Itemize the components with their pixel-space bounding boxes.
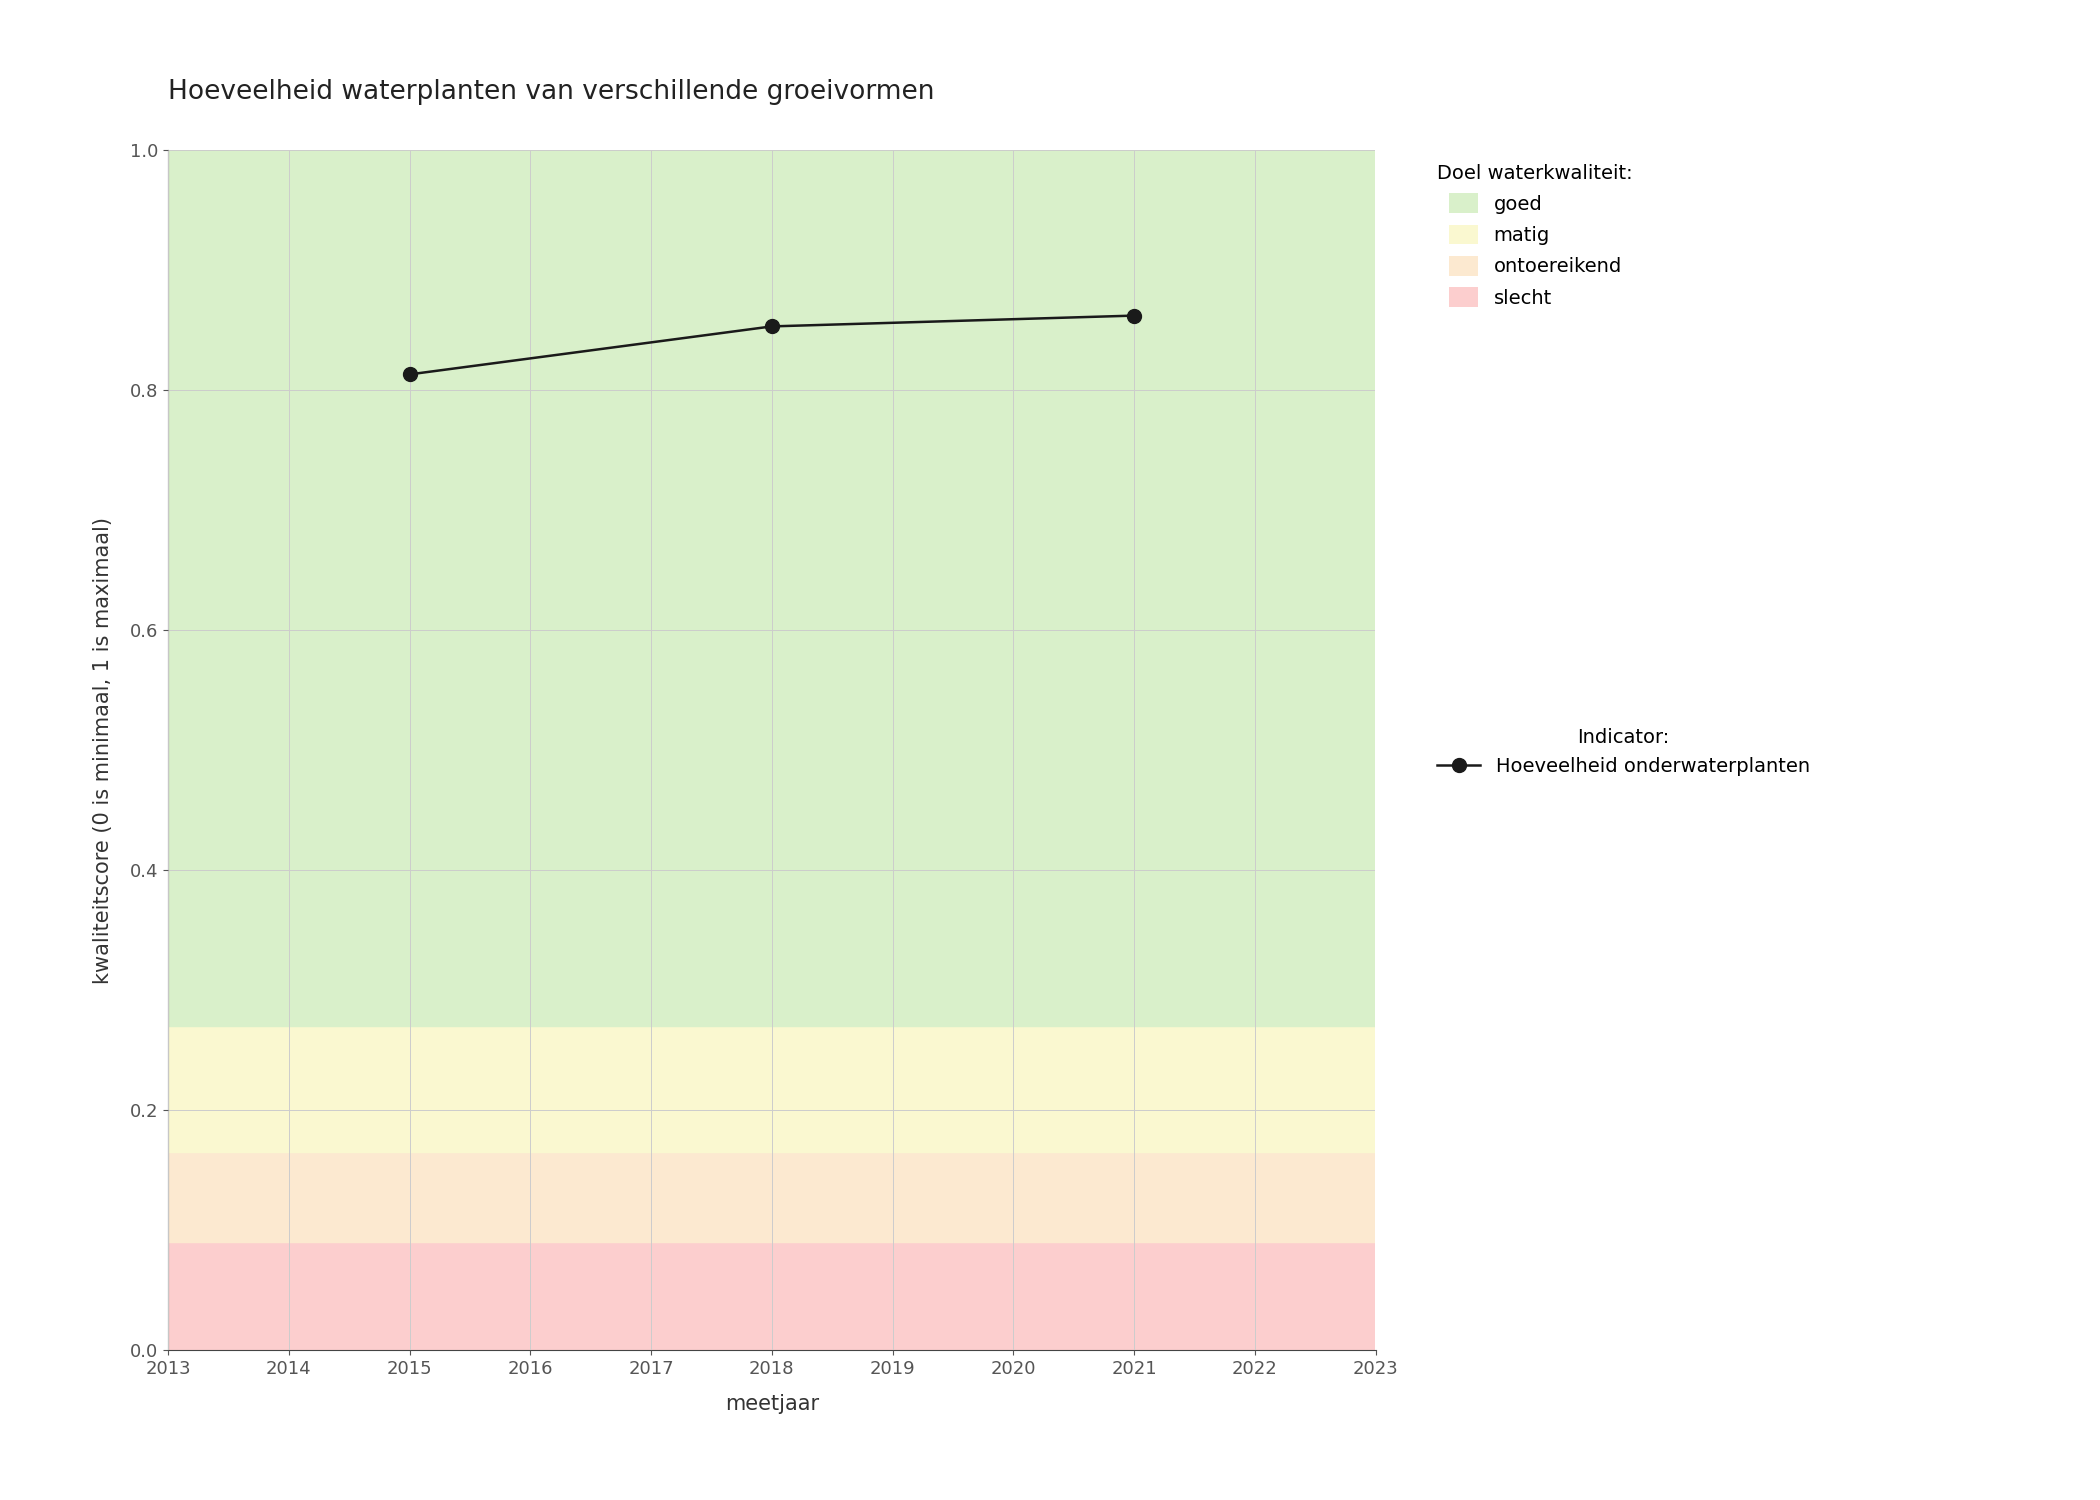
Bar (168, 1242, 1376, 1350)
Legend: Hoeveelheid onderwaterplanten: Hoeveelheid onderwaterplanten (1434, 723, 1814, 780)
Text: Hoeveelheid waterplanten van verschillende groeivormen: Hoeveelheid waterplanten van verschillen… (168, 80, 934, 105)
Bar (168, 150, 1376, 1026)
X-axis label: meetjaar: meetjaar (724, 1395, 819, 1414)
Bar (168, 1152, 1376, 1242)
Y-axis label: kwaliteitscore (0 is minimaal, 1 is maximaal): kwaliteitscore (0 is minimaal, 1 is maxi… (92, 516, 113, 984)
Bar (168, 1026, 1376, 1152)
